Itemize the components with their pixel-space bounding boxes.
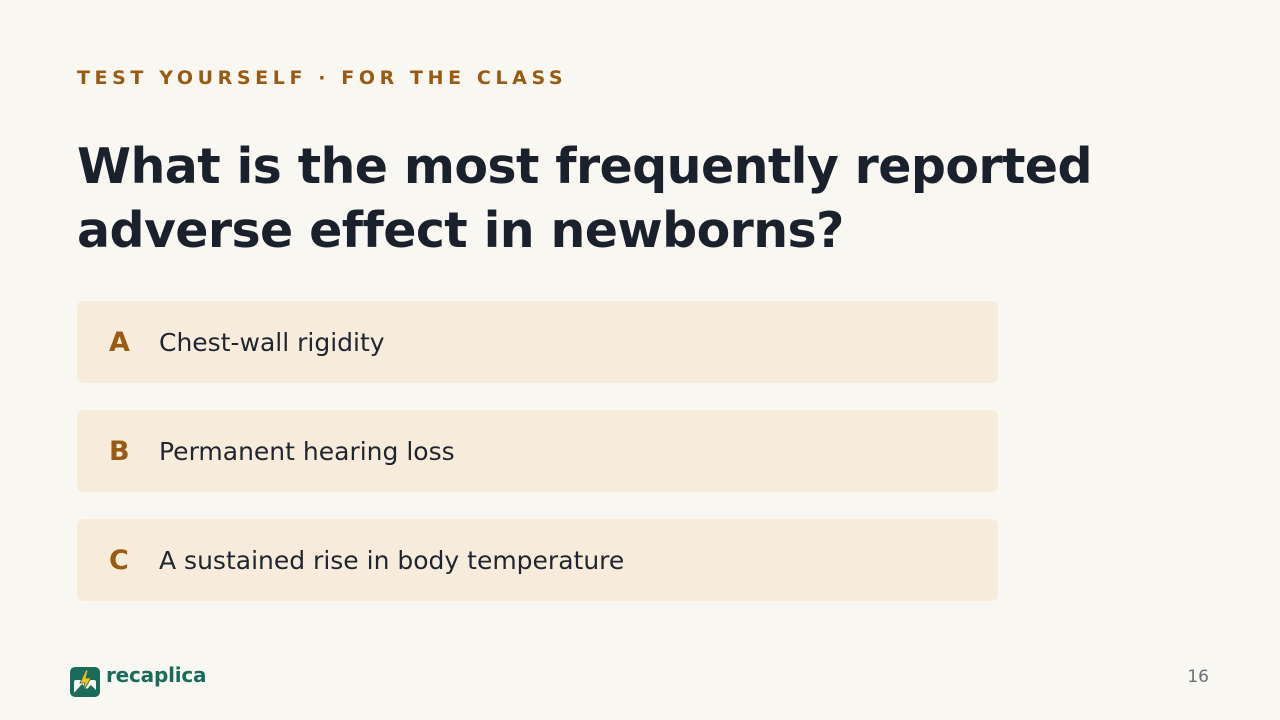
option-letter: C	[109, 544, 129, 576]
lightning-image-icon	[70, 667, 100, 697]
option-letter: B	[109, 435, 130, 467]
answer-option-a[interactable]: A Chest-wall rigidity	[77, 301, 998, 383]
answer-option-c[interactable]: C A sustained rise in body temperature	[77, 519, 998, 601]
answer-options: A Chest-wall rigidity B Permanent hearin…	[77, 301, 998, 628]
page-number: 16	[1187, 667, 1209, 687]
eyebrow-label: TEST YOURSELF · FOR THE CLASS	[77, 67, 568, 89]
option-text: A sustained rise in body temperature	[159, 545, 625, 575]
option-letter: A	[109, 326, 130, 358]
option-text: Chest-wall rigidity	[159, 327, 385, 357]
option-text: Permanent hearing loss	[159, 436, 455, 466]
answer-option-b[interactable]: B Permanent hearing loss	[77, 410, 998, 492]
brand-logo: recaplica	[70, 663, 207, 697]
brand-name: recaplica	[106, 663, 207, 687]
question-heading: What is the most frequently reported adv…	[77, 138, 1093, 259]
